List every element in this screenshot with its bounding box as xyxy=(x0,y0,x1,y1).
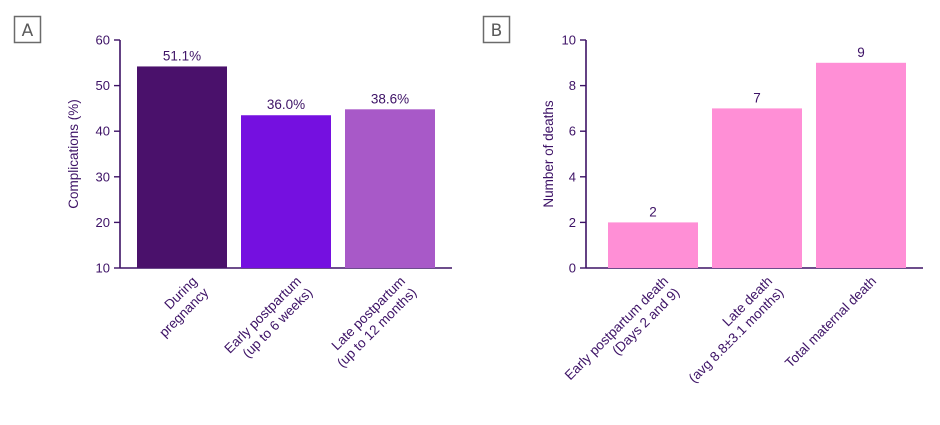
y-axis-title: Complications (%) xyxy=(66,99,81,209)
category-label: Duringpregnancy xyxy=(145,273,212,340)
y-tick-label: 4 xyxy=(569,169,576,184)
category-label: Late death(avg 8.8±3.1 months) xyxy=(674,274,786,386)
bar xyxy=(137,66,227,268)
category-label-line: Early postpartum death xyxy=(562,274,671,383)
panel-a-box xyxy=(13,15,42,44)
data-label: 51.1% xyxy=(163,48,201,63)
bar xyxy=(608,222,698,268)
y-tick-label: 10 xyxy=(96,261,110,276)
bar xyxy=(712,108,802,269)
bar xyxy=(816,62,906,268)
y-tick-label: 30 xyxy=(96,169,110,184)
y-tick-label: 6 xyxy=(569,124,576,139)
panel-b-label-box: B xyxy=(482,15,511,44)
panel-b-label: B xyxy=(491,21,503,41)
y-tick-label: 10 xyxy=(562,33,576,48)
panel-a-label: A xyxy=(22,21,34,41)
y-tick-label: 60 xyxy=(96,33,110,48)
category-label: Early postpartum death(Days 2 and 9) xyxy=(562,274,683,395)
data-label: 9 xyxy=(857,45,865,60)
y-tick-label: 40 xyxy=(96,124,110,139)
category-label: Early postpartum(up to 6 weeks) xyxy=(221,274,315,368)
data-label: 7 xyxy=(753,90,761,105)
y-tick-label: 0 xyxy=(569,261,576,276)
panel-b-box xyxy=(482,15,511,44)
y-tick-label: 2 xyxy=(569,215,576,230)
data-label: 38.6% xyxy=(371,91,409,106)
data-label: 2 xyxy=(649,204,657,219)
category-label: Total maternal death xyxy=(782,274,879,371)
y-tick-label: 50 xyxy=(96,78,110,93)
y-axis-title: Number of deaths xyxy=(541,100,556,208)
y-tick-label: 20 xyxy=(96,215,110,230)
category-label-line: Total maternal death xyxy=(782,274,879,371)
bar xyxy=(241,115,331,269)
category-label: Late postpartum(up to 12 months) xyxy=(323,274,420,371)
data-label: 36.0% xyxy=(267,97,305,112)
panel-a-label-box: A xyxy=(13,15,42,44)
bar xyxy=(345,109,435,268)
category-label-line: (avg 8.8±3.1 months) xyxy=(686,285,787,386)
y-tick-label: 8 xyxy=(569,78,576,93)
chart-b: 0 2 4 6 8 10 Number of deaths 2 Early postpartum… xyxy=(541,33,923,395)
chart-a: 10 20 30 40 50 60 Complications (%) 51.1% During… xyxy=(66,33,452,371)
